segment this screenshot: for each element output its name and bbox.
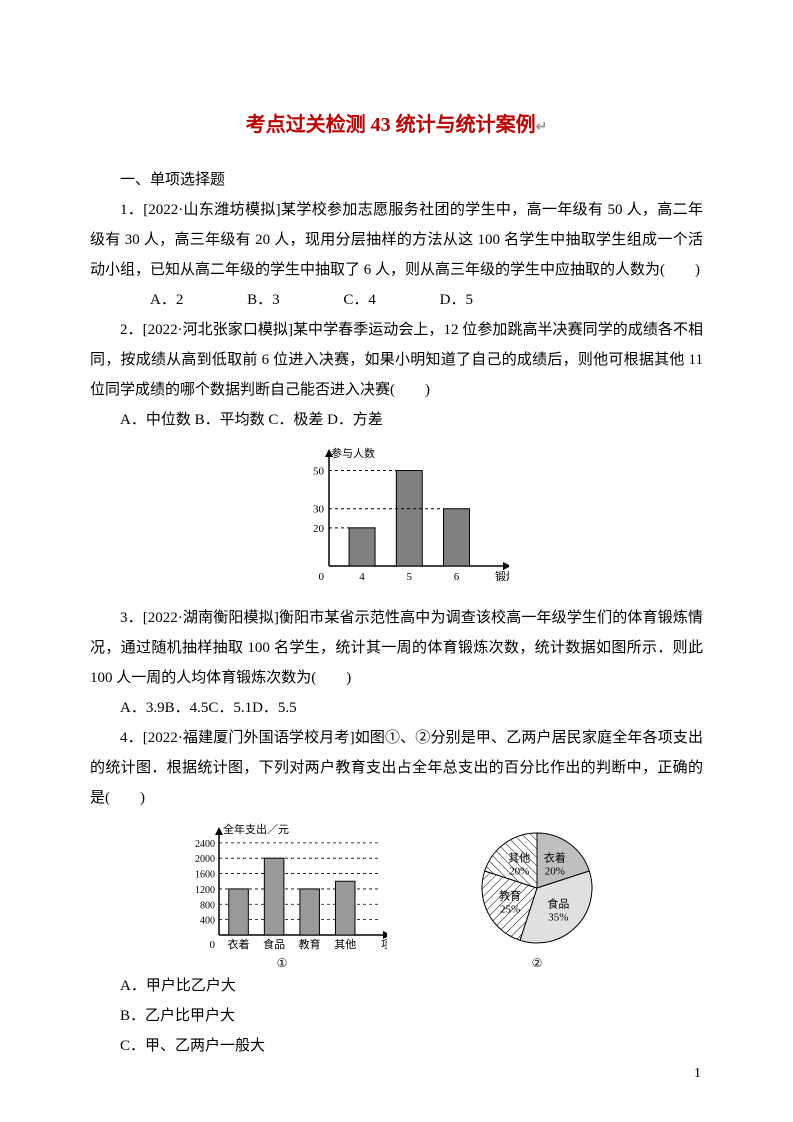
svg-text:其他: 其他	[334, 938, 356, 951]
svg-text:6: 6	[454, 571, 460, 583]
svg-text:其他: 其他	[508, 852, 530, 865]
svg-text:食品: 食品	[547, 896, 569, 910]
q4-choice-b: B．乙户比甲户大	[90, 1001, 703, 1031]
svg-text:教育: 教育	[499, 889, 521, 903]
svg-text:1600: 1600	[195, 870, 215, 881]
svg-text:①: ①	[276, 956, 287, 969]
page-number: 1	[694, 1060, 701, 1088]
chart-2b-pie: 衣着20%食品35%教育25%其他20%②	[457, 829, 617, 969]
section-1-heading: 一、单项选择题	[90, 165, 703, 195]
svg-text:30: 30	[313, 504, 325, 516]
q4-stem: 4．[2022·福建厦门外国语学校月考]如图①、②分别是甲、乙两户居民家庭全年各…	[90, 723, 703, 813]
svg-text:锻炼次数: 锻炼次数	[495, 569, 509, 583]
svg-text:②: ②	[531, 956, 542, 969]
svg-text:全年支出／元: 全年支出／元	[223, 822, 289, 836]
svg-text:2000: 2000	[195, 854, 215, 865]
svg-text:2400: 2400	[195, 839, 215, 850]
svg-text:20%: 20%	[544, 866, 564, 878]
svg-text:800: 800	[200, 900, 215, 911]
q4-choice-c: C．甲、乙两户一般大	[90, 1031, 703, 1061]
svg-text:教育: 教育	[298, 937, 320, 951]
q1-stem: 1．[2022·山东潍坊模拟]某学校参加志愿服务社团的学生中，高一年级有 50 …	[90, 195, 703, 285]
q4-choice-a: A．甲户比乙户大	[90, 971, 703, 1001]
svg-text:衣着: 衣着	[227, 937, 249, 951]
svg-text:25%: 25%	[499, 904, 519, 916]
q1-choice-c: C．4	[313, 285, 376, 315]
page-title: 考点过关检测 43 统计与统计案例↵	[90, 105, 703, 145]
chart-2a-bar: 全年支出／元 400 800 1200 1600 2000 2400 衣着食品教育 其他 0 项目 ①	[177, 819, 387, 969]
q1-choices: A．2 B．3 C．4 D．5	[90, 285, 703, 315]
chart-1-bar: 参与人数 20 30 50 4 5 6 0 锻炼次数	[284, 443, 509, 588]
svg-text:50: 50	[313, 466, 325, 478]
svg-text:4: 4	[359, 571, 365, 583]
q1-choice-b: B．3	[217, 285, 280, 315]
svg-text:参与人数: 参与人数	[331, 446, 375, 460]
svg-text:食品: 食品	[263, 937, 285, 951]
q2-stem: 2．[2022·河北张家口模拟]某中学春季运动会上，12 位参加跳高半决赛同学的…	[90, 315, 703, 405]
title-text: 考点过关检测 43 统计与统计案例	[246, 114, 536, 136]
svg-text:1200: 1200	[195, 885, 215, 896]
svg-text:20%: 20%	[509, 866, 529, 878]
pilcrow-mark: ↵	[536, 120, 548, 135]
q2-choices: A．中位数 B．平均数 C．极差 D．方差	[90, 405, 703, 435]
svg-text:项目: 项目	[381, 938, 387, 951]
svg-text:20: 20	[313, 523, 325, 535]
q3-stem: 3．[2022·湖南衡阳模拟]衡阳市某省示范性高中为调查该校高一年级学生们的体育…	[90, 603, 703, 693]
svg-text:衣着: 衣着	[543, 851, 565, 865]
q1-choice-a: A．2	[120, 285, 183, 315]
chart-pair-container: 全年支出／元4008001200160020002400衣着食品教育其他0项目①…	[90, 819, 703, 969]
svg-text:0: 0	[209, 939, 215, 951]
svg-text:35%: 35%	[548, 911, 568, 923]
q3-choices: A．3.9B．4.5C．5.1D．5.5	[90, 693, 703, 723]
svg-text:400: 400	[200, 916, 215, 927]
svg-text:0: 0	[319, 571, 325, 583]
chart-1-container: 参与人数 20 30 50 4 5 6 0 锻炼次数	[90, 443, 703, 599]
svg-text:5: 5	[407, 571, 413, 583]
q1-choice-d: D．5	[410, 285, 473, 315]
